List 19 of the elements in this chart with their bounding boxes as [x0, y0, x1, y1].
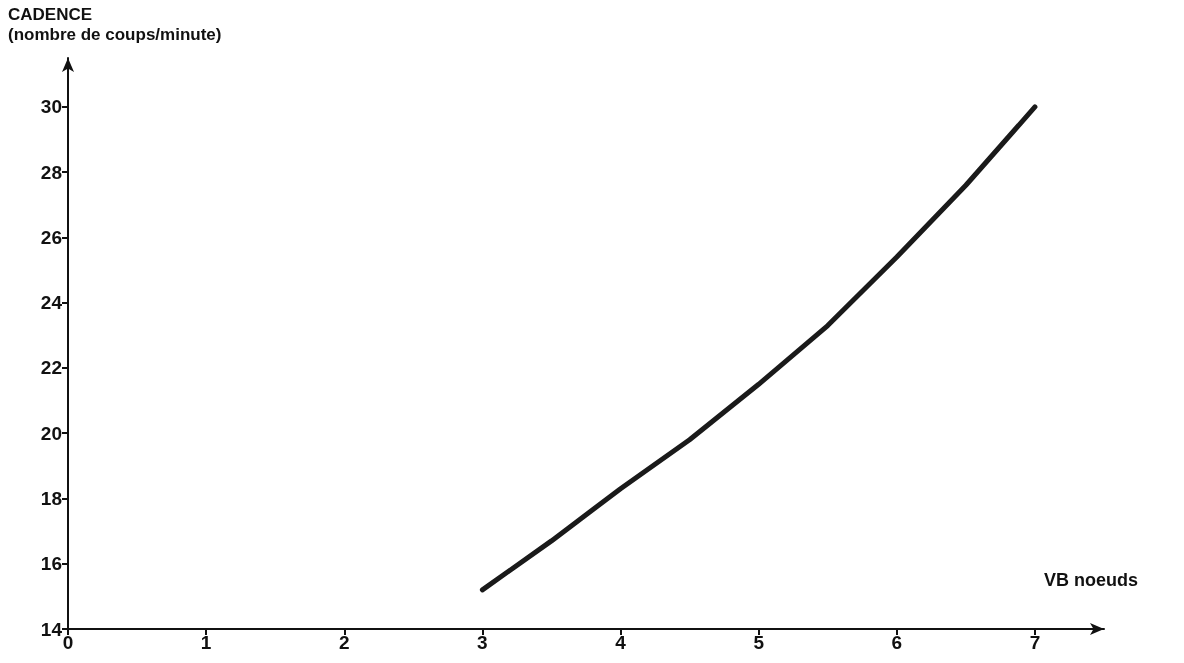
x-tick-label: 4 — [615, 632, 627, 653]
x-tick-label: 6 — [891, 632, 903, 653]
y-tick-label: 26 — [40, 226, 62, 248]
x-tick-label: 3 — [477, 632, 488, 653]
y-tick-label: 16 — [40, 553, 62, 575]
y-tick-label: 24 — [40, 292, 63, 314]
x-tick-label: 2 — [338, 632, 350, 653]
x-tick-label: 0 — [62, 632, 74, 653]
y-tick-label: 28 — [40, 161, 62, 183]
y-tick-label: 20 — [40, 422, 62, 444]
y-tick-label: 30 — [40, 96, 62, 118]
y-axis-title: CADENCE (nombre de coups/minute) — [8, 4, 222, 44]
x-tick-label: 5 — [753, 632, 765, 653]
y-tick-label: 18 — [40, 487, 62, 509]
x-axis-title: VB noeuds — [1044, 570, 1139, 590]
x-tick-label: 1 — [200, 632, 212, 653]
y-tick-label: 14 — [40, 618, 63, 640]
y-tick-label: 22 — [40, 357, 62, 379]
x-tick-label: 7 — [1029, 632, 1041, 653]
